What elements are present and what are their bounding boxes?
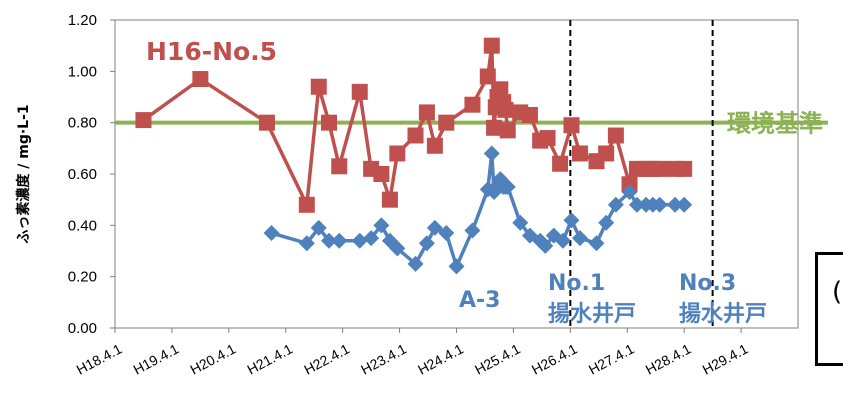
data-point xyxy=(464,96,481,113)
data-point xyxy=(407,127,424,144)
data-point xyxy=(418,104,435,121)
data-point xyxy=(321,232,338,249)
y-tick-label: 0.20 xyxy=(68,269,97,286)
x-tick-label: H23.4.1 xyxy=(358,340,409,377)
x-tick-label: H22.4.1 xyxy=(301,340,352,377)
data-point xyxy=(554,232,571,249)
y-tick-label: 1.00 xyxy=(68,63,97,80)
data-point xyxy=(448,258,465,275)
data-point xyxy=(572,145,589,162)
data-point xyxy=(321,114,338,131)
data-point xyxy=(483,145,500,162)
data-point xyxy=(389,145,406,162)
data-point xyxy=(521,106,538,123)
data-point xyxy=(651,160,668,177)
data-point xyxy=(298,196,315,213)
data-point xyxy=(676,196,693,213)
data-point xyxy=(438,225,455,242)
x-tick-label: H18.4.1 xyxy=(74,340,125,377)
data-point xyxy=(537,237,554,254)
y-tick-label: 0.00 xyxy=(68,320,97,337)
data-point xyxy=(563,212,580,229)
data-point xyxy=(621,183,638,200)
marks xyxy=(115,20,828,328)
vline-label-bottom: 揚水井戸 xyxy=(679,301,767,327)
data-point xyxy=(572,230,589,247)
vline-label-top: No.3 xyxy=(679,271,736,296)
x-tick-label: H19.4.1 xyxy=(131,340,182,377)
series-label-h16-no5: H16-No.5 xyxy=(146,37,277,66)
data-point xyxy=(499,122,516,139)
data-point xyxy=(438,114,455,131)
data-point xyxy=(426,219,443,236)
data-point xyxy=(426,137,443,154)
y-tick-label: 1.20 xyxy=(68,12,97,29)
y-tick-label: 0.60 xyxy=(68,166,97,183)
data-point xyxy=(598,145,615,162)
data-point xyxy=(310,219,327,236)
data-point xyxy=(628,196,645,213)
data-point xyxy=(607,196,624,213)
x-tick-label: H20.4.1 xyxy=(187,340,238,377)
data-point xyxy=(667,196,684,213)
x-tick-label: H25.4.1 xyxy=(472,340,523,377)
reference-line-label: 環境基準 xyxy=(727,110,823,138)
data-point xyxy=(497,101,514,118)
data-point xyxy=(407,255,424,272)
data-point xyxy=(351,232,368,249)
data-point xyxy=(676,160,693,177)
data-point xyxy=(563,117,580,134)
vline-label-bottom: 揚水井戸 xyxy=(548,301,636,327)
x-tick-label: H29.4.1 xyxy=(700,340,751,377)
data-point xyxy=(363,230,380,247)
data-point xyxy=(588,235,605,252)
data-point xyxy=(598,214,615,231)
data-point xyxy=(418,235,435,252)
side-box-text: ( xyxy=(832,277,843,307)
x-tick-label: H26.4.1 xyxy=(529,340,580,377)
y-tick-label: 0.80 xyxy=(68,115,97,132)
x-tick-label: H24.4.1 xyxy=(415,340,466,377)
data-point xyxy=(381,191,398,208)
x-tick-label: H28.4.1 xyxy=(643,340,694,377)
data-point xyxy=(258,114,275,131)
data-point xyxy=(651,196,668,213)
data-point xyxy=(298,235,315,252)
data-point xyxy=(539,130,556,147)
side-box: ( xyxy=(815,252,843,366)
data-point xyxy=(135,112,152,129)
data-point xyxy=(499,178,516,195)
y-axis-label: ふっ素濃度 / mg·L-1 xyxy=(15,104,32,243)
data-point xyxy=(331,158,348,175)
data-point xyxy=(479,68,496,85)
data-point xyxy=(464,222,481,239)
data-point xyxy=(351,83,368,100)
data-point xyxy=(263,225,280,242)
series-label-a3: A-3 xyxy=(459,288,500,313)
data-point xyxy=(552,155,569,172)
data-point xyxy=(310,78,327,95)
data-point xyxy=(486,119,503,136)
x-tick-label: H21.4.1 xyxy=(244,340,295,377)
x-tick-label: H27.4.1 xyxy=(586,340,637,377)
labels: ふっ素濃度 / mg·L-1 環境基準 H16-No.5 A-3 No.1 揚水井戸 No.… xyxy=(15,37,823,327)
data-point xyxy=(331,232,348,249)
data-point xyxy=(607,127,624,144)
data-point xyxy=(373,166,390,182)
data-point xyxy=(512,214,529,231)
data-point xyxy=(492,81,509,98)
data-point xyxy=(373,217,390,234)
vline-label-top: No.1 xyxy=(548,271,605,296)
data-point xyxy=(192,71,209,88)
data-point xyxy=(483,37,500,54)
data-point xyxy=(389,240,406,257)
series-line-1 xyxy=(142,43,685,207)
y-tick-label: 0.40 xyxy=(68,217,97,234)
